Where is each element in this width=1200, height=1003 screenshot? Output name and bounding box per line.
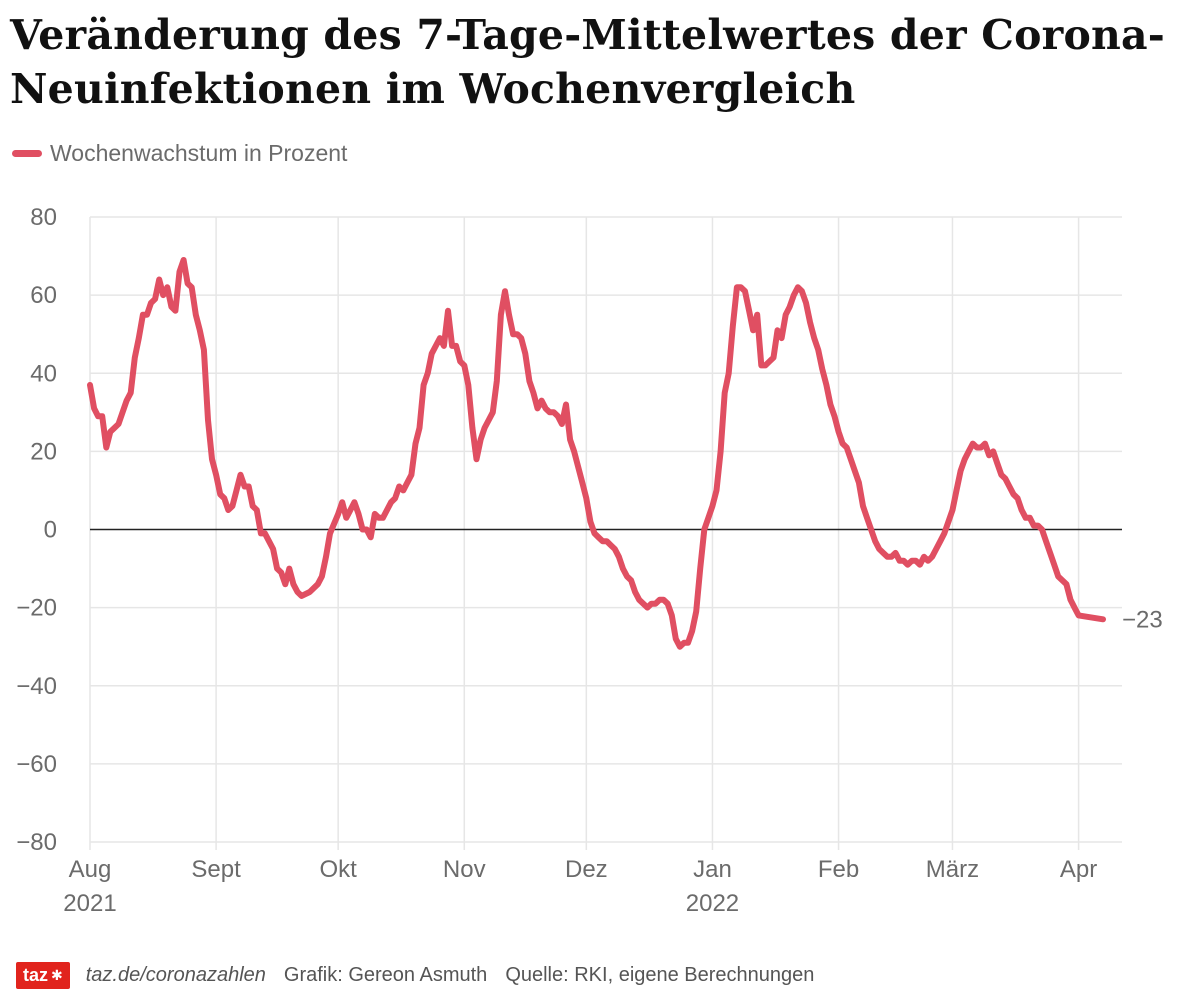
legend-swatch	[12, 149, 42, 157]
y-tick-label: 20	[30, 438, 57, 465]
footer: taz ✱ taz.de/coronazahlen Grafik: Gereon…	[16, 960, 814, 990]
graphic-credit: Grafik: Gereon Asmuth	[283, 963, 488, 986]
x-tick-label: März	[926, 856, 979, 883]
legend: Wochenwachstum in Prozent	[12, 138, 347, 168]
end-value-label: −23	[1122, 606, 1163, 633]
y-tick-label: −60	[16, 751, 57, 778]
y-tick-label: 40	[30, 360, 57, 387]
series-line	[87, 257, 1106, 650]
x-tick-sublabel: 2021	[63, 890, 116, 917]
x-tick-sublabel: 2022	[686, 890, 739, 917]
grid-layer	[89, 216, 1122, 850]
x-tick-label: Apr	[1060, 856, 1097, 883]
line-chart: 80 60 40 20 0 −20 −40 −60 −80 Aug 2021 Sept Okt Nov De…	[16, 204, 1163, 917]
x-tick-label: Aug	[69, 856, 112, 883]
x-tick-label: Okt	[319, 856, 357, 883]
y-tick-label: −40	[16, 673, 57, 700]
y-tick-label: 60	[30, 282, 57, 309]
x-tick-label: Feb	[818, 856, 859, 883]
x-tick-label: Dez	[565, 856, 608, 883]
taz-logo[interactable]: taz ✱	[16, 961, 70, 989]
y-tick-label: 0	[44, 517, 57, 544]
y-tick-label: −80	[16, 829, 57, 856]
axis-layer: 80 60 40 20 0 −20 −40 −60 −80 Aug 2021 Sept Okt Nov De…	[16, 204, 1122, 917]
legend-label: Wochenwachstum in Prozent	[50, 139, 348, 166]
x-tick-label: Jan	[693, 856, 732, 883]
logo-text: taz	[23, 964, 49, 985]
y-tick-label: −20	[16, 595, 57, 622]
source-url-link[interactable]: taz.de/coronazahlen	[85, 963, 266, 986]
x-tick-label: Sept	[191, 856, 241, 883]
series-layer: −23	[87, 257, 1163, 650]
chart-title: Veränderung des 7-Tage-Mittelwertes der …	[10, 11, 1166, 113]
paw-icon: ✱	[51, 966, 63, 983]
data-source: Quelle: RKI, eigene Berechnungen	[505, 963, 815, 986]
y-tick-label: 80	[30, 204, 57, 231]
x-tick-label: Nov	[443, 856, 486, 883]
